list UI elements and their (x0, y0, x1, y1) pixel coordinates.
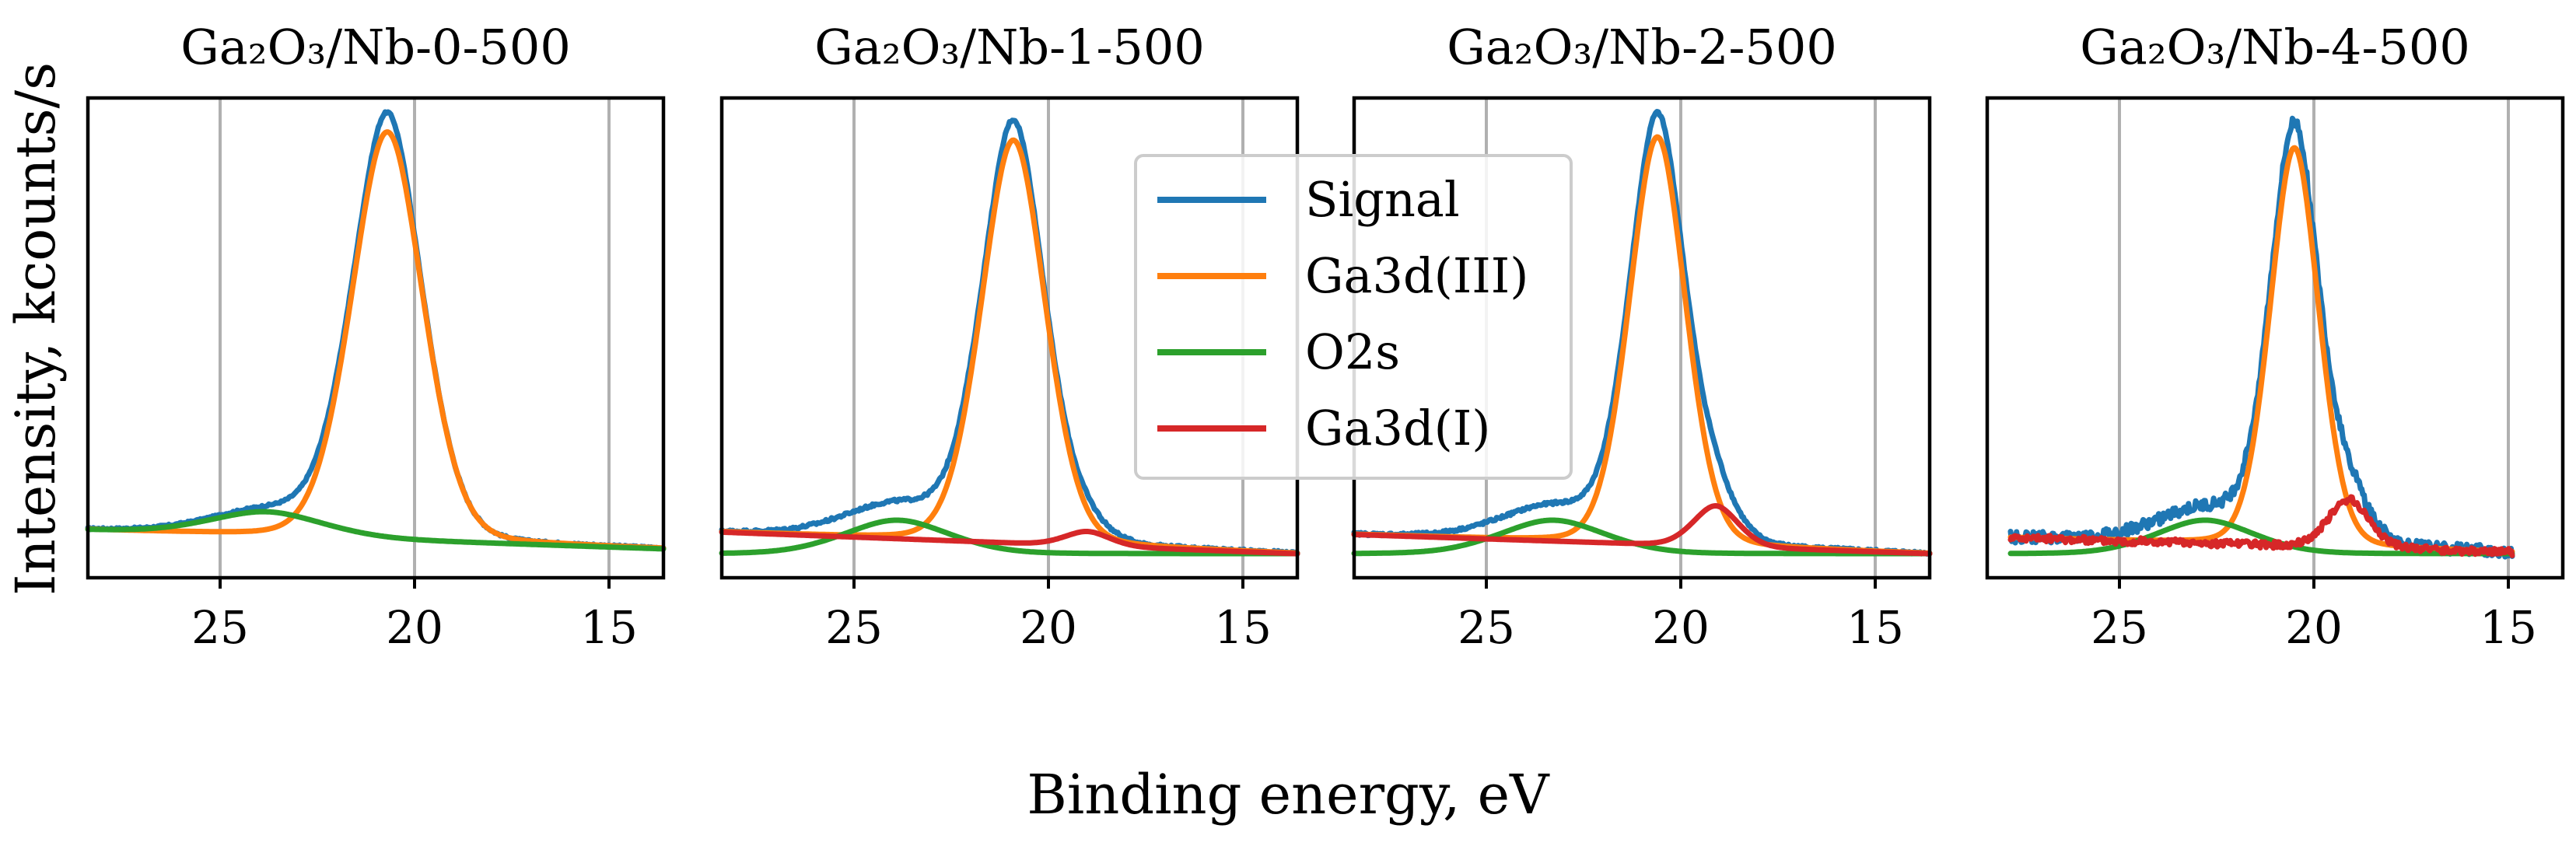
panel-3: Ga₂O₃/Nb-2-500 25 20 15 (1351, 19, 1933, 654)
panels-layer: Ga₂O₃/Nb-0-500 25 20 15 Ga₂O₃/Nb-1-500 25 20 15… (85, 19, 2565, 654)
x-tick-label: 25 (1458, 601, 1515, 654)
x-tick-label: 20 (1652, 601, 1710, 654)
x-tick-label: 15 (2480, 601, 2537, 654)
legend-label-signal: Signal (1305, 171, 1460, 228)
x-tick-label: 15 (1214, 601, 1272, 654)
series-signal (85, 109, 667, 552)
series-ga3di (1351, 503, 1933, 557)
x-tick-label: 25 (825, 601, 883, 654)
panel-title: Ga₂O₃/Nb-1-500 (814, 19, 1205, 75)
panel-title: Ga₂O₃/Nb-2-500 (1447, 19, 1837, 75)
series-signal (2007, 115, 2515, 560)
x-tick-label: 15 (580, 601, 638, 654)
legend: Signal Ga3d(III) O2s Ga3d(I) (1134, 154, 1573, 480)
series-o2s (719, 517, 1300, 557)
x-tick-label: 20 (386, 601, 443, 654)
legend-label-o2s: O2s (1305, 323, 1400, 380)
series-o2s (85, 509, 667, 552)
panel-4: Ga₂O₃/Nb-4-500 25 20 15 (1985, 19, 2565, 654)
legend-box (1134, 154, 1573, 480)
panel-frame (86, 96, 666, 580)
x-tick-label: 25 (191, 601, 249, 654)
legend-label-ga3d-i: Ga3d(I) (1305, 400, 1491, 456)
legend-label-ga3d-iii: Ga3d(III) (1305, 247, 1528, 304)
x-tick-label: 20 (1020, 601, 1077, 654)
panel-1: Ga₂O₃/Nb-0-500 25 20 15 (85, 19, 667, 654)
series-ga3di (719, 529, 1300, 557)
x-tick-label: 15 (1846, 601, 1904, 654)
series-ga3di (2007, 494, 2515, 558)
panel-title: Ga₂O₃/Nb-0-500 (180, 19, 571, 75)
x-tick-label: 20 (2285, 601, 2343, 654)
x-axis-label: Binding energy, eV (1027, 763, 1550, 827)
y-axis-label: Intensity, kcounts/s (4, 62, 68, 596)
x-tick-label: 25 (2091, 601, 2148, 654)
series-ga3diii (85, 129, 667, 551)
series-o2s (2007, 517, 2515, 557)
panel-title: Ga₂O₃/Nb-4-500 (2080, 19, 2470, 75)
panel-frame (1985, 96, 2565, 580)
